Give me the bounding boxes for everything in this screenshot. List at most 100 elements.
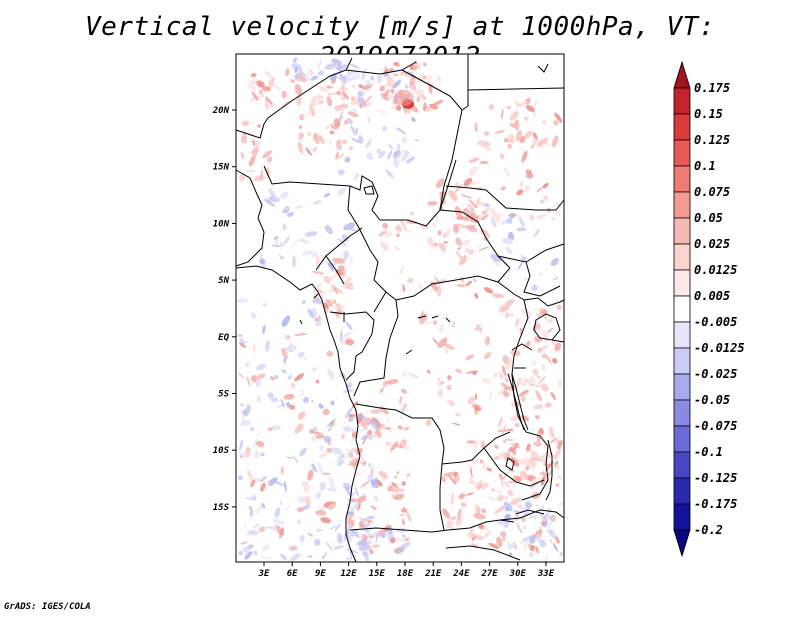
velocity-patch bbox=[532, 132, 538, 140]
velocity-patch bbox=[460, 194, 473, 199]
velocity-patch bbox=[348, 428, 355, 432]
colorbar-label: -0.0125 bbox=[694, 341, 745, 355]
velocity-patch bbox=[478, 214, 482, 218]
velocity-patch bbox=[397, 425, 403, 430]
velocity-patch bbox=[510, 457, 520, 467]
grads-credit: GrADS: IGES/COLA bbox=[4, 602, 91, 612]
velocity-patch bbox=[538, 375, 546, 385]
velocity-peak-halo bbox=[394, 90, 414, 106]
velocity-patch bbox=[262, 86, 271, 92]
velocity-patch bbox=[384, 441, 392, 447]
border-sudan-east bbox=[439, 159, 565, 211]
velocity-patch bbox=[441, 476, 446, 483]
velocity-patch bbox=[298, 132, 305, 138]
velocity-patch bbox=[490, 254, 502, 262]
velocity-patch bbox=[387, 485, 394, 492]
velocity-patch bbox=[387, 532, 394, 540]
colorbar-label: 0.075 bbox=[694, 185, 730, 199]
lon-tick-label: 21E bbox=[424, 569, 442, 579]
velocity-patch bbox=[491, 293, 505, 299]
velocity-patch bbox=[255, 379, 261, 388]
velocity-patch bbox=[379, 85, 385, 92]
velocity-patch bbox=[478, 524, 485, 530]
velocity-patch bbox=[348, 491, 356, 495]
velocity-patch bbox=[296, 519, 302, 525]
velocity-patch bbox=[509, 111, 519, 121]
velocity-patch bbox=[250, 479, 256, 488]
velocity-patch bbox=[337, 187, 346, 196]
velocity-patch bbox=[399, 513, 405, 517]
velocity-patch bbox=[296, 496, 304, 504]
velocity-patch bbox=[324, 63, 336, 70]
velocity-patch bbox=[279, 242, 285, 247]
velocity-patch bbox=[507, 468, 515, 472]
velocity-patch bbox=[379, 387, 384, 394]
velocity-patch bbox=[310, 308, 318, 319]
velocity-patch bbox=[539, 307, 544, 312]
velocity-patch bbox=[367, 429, 373, 436]
velocity-patch bbox=[357, 95, 367, 107]
velocity-patch bbox=[294, 205, 304, 209]
velocity-patch bbox=[340, 84, 346, 90]
velocity-patch bbox=[500, 153, 504, 159]
velocity-patch bbox=[346, 276, 352, 283]
velocity-patch bbox=[532, 138, 536, 144]
velocity-patch bbox=[481, 463, 487, 469]
border-south-sudan bbox=[497, 243, 565, 297]
velocity-patch bbox=[252, 122, 255, 126]
velocity-patch bbox=[338, 265, 345, 272]
colorbar: 0.175 0.15 0.125 0.1 0.075 0.05 0.025 0.0125 0.0… bbox=[673, 60, 745, 558]
velocity-patch bbox=[521, 150, 528, 163]
velocity-patch bbox=[523, 277, 528, 281]
velocity-patch bbox=[320, 517, 332, 524]
lon-tick-label: 30E bbox=[509, 569, 527, 579]
velocity-patch bbox=[403, 446, 410, 450]
colorbar-bin bbox=[673, 243, 691, 271]
colorbar-label: 0.15 bbox=[694, 107, 723, 121]
velocity-patch bbox=[496, 494, 505, 502]
velocity-patch bbox=[341, 234, 349, 243]
velocity-patch bbox=[395, 224, 401, 231]
velocity-patch bbox=[504, 481, 510, 488]
velocity-patch bbox=[366, 515, 376, 520]
velocity-patch bbox=[550, 391, 556, 400]
velocity-patch bbox=[504, 139, 515, 143]
velocity-patch bbox=[493, 456, 501, 460]
velocity-patch bbox=[557, 440, 563, 450]
velocity-patch bbox=[350, 98, 358, 106]
velocity-patch bbox=[285, 68, 290, 77]
velocity-patch bbox=[496, 536, 503, 548]
velocity-patch bbox=[351, 436, 354, 442]
velocity-patch bbox=[425, 74, 433, 83]
velocity-patch bbox=[236, 298, 249, 303]
velocity-patch bbox=[313, 133, 320, 145]
velocity-patch bbox=[500, 219, 508, 226]
velocity-patch bbox=[438, 381, 445, 386]
velocity-patch bbox=[238, 550, 244, 556]
velocity-patch bbox=[268, 79, 274, 88]
velocity-patch bbox=[286, 212, 295, 217]
velocity-patch bbox=[249, 506, 254, 518]
map-frame bbox=[235, 53, 565, 563]
velocity-patch bbox=[467, 396, 476, 405]
velocity-patch bbox=[516, 522, 523, 534]
velocity-patch bbox=[370, 419, 379, 430]
velocity-patch bbox=[280, 398, 285, 408]
colorbar-label: 0.1 bbox=[694, 159, 716, 173]
velocity-patch bbox=[326, 92, 340, 96]
velocity-patch bbox=[337, 87, 349, 92]
velocity-patch bbox=[251, 91, 259, 101]
velocity-patch bbox=[541, 383, 549, 392]
velocity-patch bbox=[517, 100, 528, 108]
velocity-patch bbox=[329, 487, 338, 492]
velocity-patch bbox=[468, 166, 478, 177]
velocity-patch bbox=[539, 272, 542, 277]
velocity-patch bbox=[322, 552, 328, 560]
velocity-patch bbox=[256, 363, 266, 371]
border-chad-sudan bbox=[380, 209, 511, 269]
velocity-patch bbox=[524, 184, 531, 193]
velocity-patch bbox=[400, 388, 408, 394]
velocity-patch bbox=[536, 215, 541, 220]
velocity-patch bbox=[504, 452, 511, 462]
velocity-patch bbox=[539, 345, 549, 351]
